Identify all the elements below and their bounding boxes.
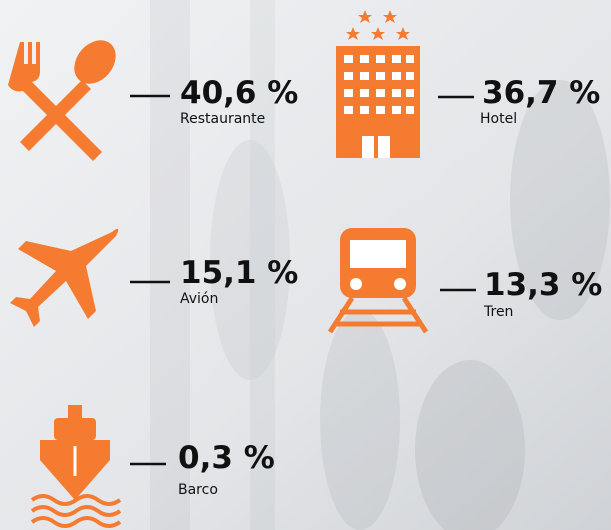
value: 0,3 % (178, 440, 275, 476)
label: Restaurante (180, 111, 265, 127)
label: Tren (483, 304, 513, 320)
value: 36,7 % (482, 75, 600, 111)
hotel-icon (336, 10, 420, 158)
boat-icon (30, 405, 122, 528)
label: Hotel (480, 111, 517, 127)
restaurant-icon (8, 40, 116, 161)
value: 15,1 % (180, 255, 298, 291)
background-photo (150, 0, 610, 530)
label: Barco (178, 482, 218, 498)
label: Avión (180, 291, 218, 307)
value: 40,6 % (180, 75, 298, 111)
plane-icon (10, 228, 119, 327)
train-icon (327, 228, 429, 334)
value: 13,3 % (484, 267, 602, 303)
